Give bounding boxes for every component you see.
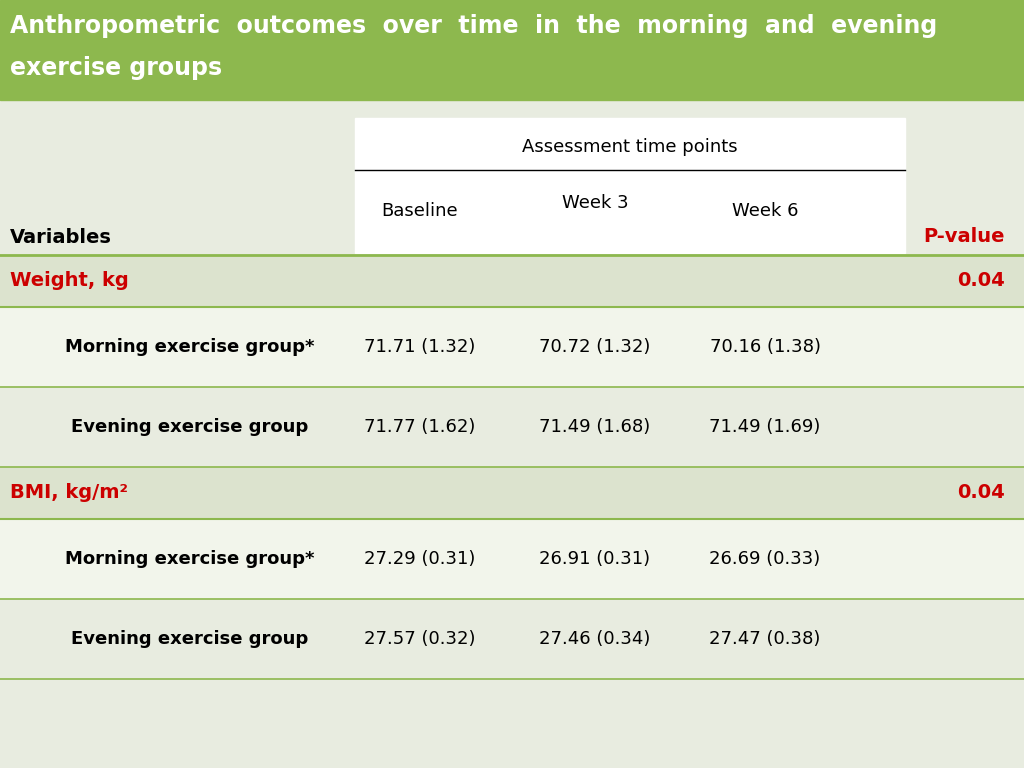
- Bar: [0, 255, 1024, 307]
- Text: Assessment time points: Assessment time points: [522, 138, 738, 156]
- Text: 71.49 (1.68): 71.49 (1.68): [540, 418, 650, 436]
- Bar: [0, 467, 1024, 519]
- Text: P-value: P-value: [924, 227, 1005, 247]
- Text: Anthropometric  outcomes  over  time  in  the  morning  and  evening: Anthropometric outcomes over time in the…: [10, 14, 937, 38]
- Bar: [0, 599, 1024, 679]
- Text: 0.04: 0.04: [957, 484, 1005, 502]
- Text: 26.69 (0.33): 26.69 (0.33): [710, 550, 820, 568]
- Text: 0.04: 0.04: [957, 272, 1005, 290]
- Text: 71.77 (1.62): 71.77 (1.62): [365, 418, 476, 436]
- Text: Weight, kg: Weight, kg: [10, 272, 129, 290]
- Text: Evening exercise group: Evening exercise group: [72, 418, 308, 436]
- Bar: [0, 387, 1024, 467]
- Text: Morning exercise group*: Morning exercise group*: [66, 338, 314, 356]
- Text: Week 3: Week 3: [562, 194, 629, 213]
- Text: 71.49 (1.69): 71.49 (1.69): [710, 418, 820, 436]
- Text: 26.91 (0.31): 26.91 (0.31): [540, 550, 650, 568]
- Text: 70.16 (1.38): 70.16 (1.38): [710, 338, 820, 356]
- Text: Variables: Variables: [10, 228, 112, 247]
- Text: Morning exercise group*: Morning exercise group*: [66, 550, 314, 568]
- Bar: [0, 307, 1024, 387]
- Text: BMI, kg/m²: BMI, kg/m²: [10, 484, 128, 502]
- Text: 27.47 (0.38): 27.47 (0.38): [710, 630, 820, 648]
- Text: 70.72 (1.32): 70.72 (1.32): [540, 338, 650, 356]
- Bar: [0, 519, 1024, 599]
- Text: Baseline: Baseline: [382, 203, 459, 220]
- Text: Week 6: Week 6: [732, 203, 799, 220]
- Text: 27.57 (0.32): 27.57 (0.32): [365, 630, 476, 648]
- Text: Evening exercise group: Evening exercise group: [72, 630, 308, 648]
- Text: 71.71 (1.32): 71.71 (1.32): [365, 338, 476, 356]
- Text: 27.29 (0.31): 27.29 (0.31): [365, 550, 476, 568]
- Bar: [0, 0, 1024, 100]
- Bar: [355, 118, 905, 253]
- Text: 27.46 (0.34): 27.46 (0.34): [540, 630, 650, 648]
- Text: exercise groups: exercise groups: [10, 56, 222, 80]
